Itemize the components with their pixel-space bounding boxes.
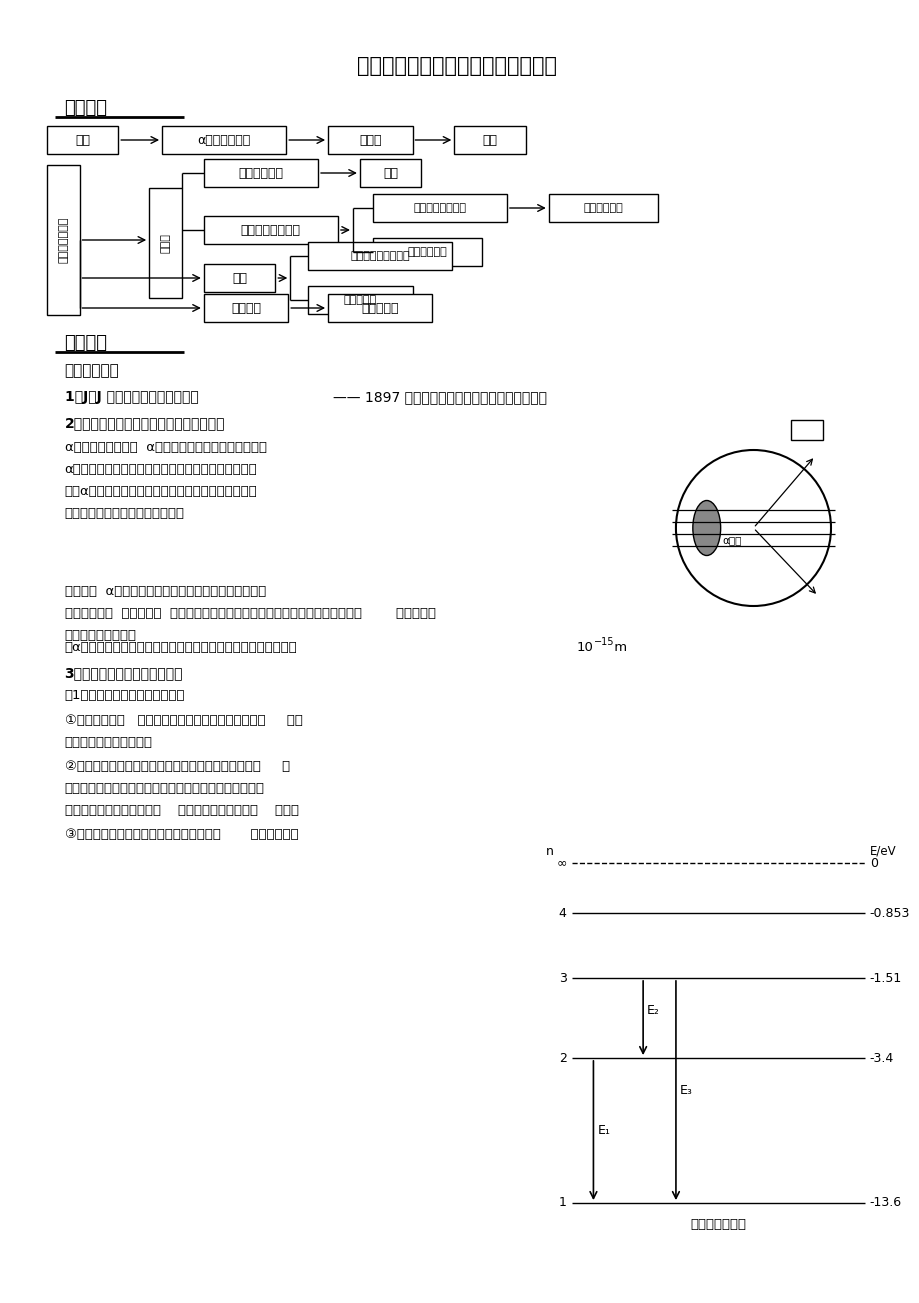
Text: E₂: E₂ [646,1003,659,1016]
Text: 以能量值也是不连续的，这些不连续的能量值叫做能级。: 以能量值也是不连续的，这些不连续的能量值叫做能级。 [64,782,265,795]
Text: 质量一定集中在一个很小的核上。: 质量一定集中在一个很小的核上。 [64,507,185,520]
Text: （1）玻尔的三条假设（量子化）: （1）玻尔的三条假设（量子化） [64,688,185,701]
Text: 爱因斯坦的质能方程: 爱因斯坦的质能方程 [350,251,410,261]
Bar [203,216,337,244]
Bar [203,265,275,292]
Text: ∞: ∞ [556,856,566,869]
Ellipse shape [692,500,720,555]
Text: 一、原子模型: 一、原子模型 [64,364,119,378]
Text: 个很小的核，  叫原子核，  原子的全部正电荷和几乎全部质量都集中在原子核里，        带负电的电: 个很小的核， 叫原子核， 原子的全部正电荷和几乎全部质量都集中在原子核里， 带负… [64,606,435,619]
Bar [308,285,412,314]
Bar [328,126,412,154]
Bar [328,294,432,322]
Bar [203,159,318,188]
Text: 质子、中子的发现: 质子、中子的发现 [413,203,466,212]
Text: 1．J．J 汤姆生模型（枣糕模型）: 1．J．J 汤姆生模型（枣糕模型） [64,390,199,404]
Text: 3．玻尔模型（引入量子理论）: 3．玻尔模型（引入量子理论） [64,666,183,680]
Text: 子在核外空间运动。: 子在核外空间运动。 [64,628,136,641]
Text: ③原子可以从一个能级跃迁到另一个能级。       原子由高能级: ③原子可以从一个能级跃迁到另一个能级。 原子由高能级 [64,827,298,840]
Text: m: m [609,641,627,654]
Bar [372,194,506,222]
Text: 原子的核式结构: 原子的核式结构 [58,216,68,263]
Text: α粒子散射实验: α粒子散射实验 [198,133,251,146]
Text: α粒子穿过金箔后基本上仍沿原来的方向前进，但是有: α粒子穿过金箔后基本上仍沿原来的方向前进，但是有 [64,463,257,476]
Text: 粒子物理学: 粒子物理学 [361,301,399,314]
Bar [162,126,286,154]
Text: 少数α粒子发生了较大的偏转。这说明原子的正电荷和: 少数α粒子发生了较大的偏转。这说明原子的正电荷和 [64,485,257,498]
Text: 高考物理知识点之原子结构与原子核: 高考物理知识点之原子结构与原子核 [357,56,557,76]
Text: 基本概念: 基本概念 [64,334,108,352]
Text: 1: 1 [558,1196,566,1209]
Bar [359,159,421,188]
Bar [454,126,526,154]
Text: -0.853: -0.853 [868,907,909,920]
Text: 0: 0 [868,856,877,869]
Text: α粒子散射实验是用  α粒子轰击金箔，结果：绝大多数: α粒子散射实验是用 α粒子轰击金箔，结果：绝大多数 [64,440,267,453]
Text: 衰变: 衰变 [382,167,398,180]
Text: 4: 4 [558,907,566,920]
Text: ①轨道量子化：   原子只能处于不连续的可能轨道中，     即原: ①轨道量子化： 原子只能处于不连续的可能轨道中， 即原 [64,714,302,727]
Text: E₁: E₁ [596,1124,609,1138]
Text: 2: 2 [558,1052,566,1065]
Text: -3.4: -3.4 [868,1052,893,1065]
Text: α粒子: α粒子 [721,536,741,545]
Bar [790,420,823,440]
Bar [548,194,657,222]
Text: E₃: E₃ [679,1084,692,1097]
Text: 子的可能轨道是不连续的: 子的可能轨道是不连续的 [64,735,153,748]
Text: 3: 3 [558,972,566,985]
Bar [149,188,182,298]
Text: E/eV: E/eV [868,844,895,857]
Text: 结构: 结构 [75,133,90,146]
Bar [47,165,79,315]
Text: -13.6: -13.6 [868,1196,901,1209]
Text: 原子核: 原子核 [160,233,170,253]
Bar [47,126,119,154]
Text: 玻尔: 玻尔 [482,133,497,146]
Text: 由α粒子散射实验的实验数据还可以估算出原子核大小的数量级是: 由α粒子散射实验的实验数据还可以估算出原子核大小的数量级是 [64,641,297,654]
Text: 在这些能量状态是稳定的，    并不向外界辐射能量，    叫定态: 在这些能量状态是稳定的， 并不向外界辐射能量， 叫定态 [64,804,299,817]
Text: 放射性同位素: 放射性同位素 [407,248,447,257]
Text: 天然放射现象: 天然放射现象 [238,167,283,180]
Text: 核能的利用: 核能的利用 [344,294,377,305]
Text: n: n [545,844,553,857]
Text: 原子核的人工转变: 原子核的人工转变 [241,224,301,237]
Text: 10: 10 [576,641,593,654]
Text: 考试要点: 考试要点 [64,99,108,117]
Text: 卢瑟福由  α粒子散射实验提出模型：在原子的中心有一: 卢瑟福由 α粒子散射实验提出模型：在原子的中心有一 [64,585,266,598]
Bar [203,294,288,322]
Text: 原子核的组成: 原子核的组成 [583,203,622,212]
Bar [372,238,482,266]
Text: -1.51: -1.51 [868,972,901,985]
Text: 卢瑟福: 卢瑟福 [358,133,381,146]
Text: 2．卢瑟福的核式结构模型（行星式模型）: 2．卢瑟福的核式结构模型（行星式模型） [64,416,225,430]
Text: −15: −15 [594,637,614,648]
Text: —— 1897 年发现电子，认识到原子有复杂结构。: —— 1897 年发现电子，认识到原子有复杂结构。 [333,390,547,404]
Text: ②能量量子化：一个轨道对应一个能级，轨道不连续，     所: ②能量量子化：一个轨道对应一个能级，轨道不连续， 所 [64,760,289,773]
Bar [308,242,452,270]
Text: 核能: 核能 [232,271,247,284]
Text: 氢原子的能级图: 氢原子的能级图 [689,1218,745,1231]
Text: 基本粒子: 基本粒子 [231,301,261,314]
